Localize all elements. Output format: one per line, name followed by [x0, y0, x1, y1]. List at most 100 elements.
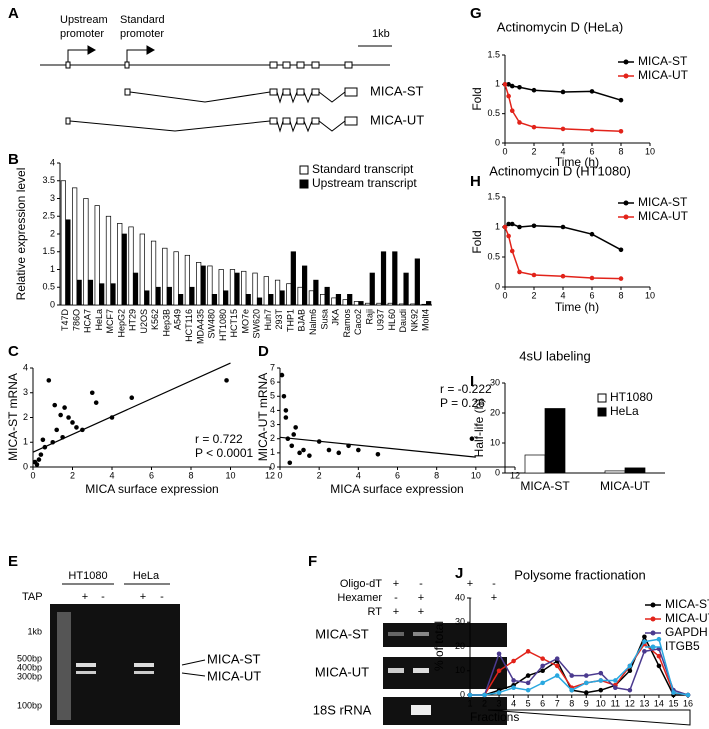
marker-label: 1kb — [27, 626, 42, 636]
point — [589, 89, 595, 94]
point — [469, 436, 475, 442]
point — [509, 108, 515, 114]
bar — [65, 219, 71, 306]
point — [326, 447, 332, 453]
x-axis-title: Time (h) — [555, 155, 599, 169]
point — [656, 636, 662, 642]
x-tick-label: 10 — [596, 698, 606, 708]
y-tick-label: 4 — [23, 362, 28, 372]
point — [618, 247, 624, 253]
x-tick-label: 2 — [531, 146, 536, 156]
x-tick-label: 6 — [589, 146, 594, 156]
x-tick-label: HCT116 — [184, 309, 194, 342]
y-axis-title: Fold — [470, 87, 484, 110]
point — [301, 447, 306, 453]
point — [554, 673, 560, 678]
bar — [414, 258, 420, 306]
bar — [297, 286, 303, 306]
y-tick-label: 1.5 — [42, 246, 55, 256]
y-tick-label: 10 — [490, 437, 500, 447]
x-tick-label: 12 — [625, 698, 635, 708]
point — [540, 680, 545, 686]
sample-label: HeLa — [133, 570, 160, 582]
bar — [207, 265, 213, 306]
bar — [342, 299, 348, 306]
y-tick-label: 1 — [270, 447, 275, 457]
bar — [241, 270, 247, 306]
point — [509, 221, 515, 227]
row-label: MICA-UT — [315, 664, 369, 679]
series-line — [504, 84, 622, 133]
x-tick-label: K562 — [150, 309, 160, 330]
bar — [252, 272, 258, 306]
y-tick-label: 3.5 — [42, 175, 55, 185]
y-tick-label: 0 — [495, 281, 500, 291]
y-tick-label: 4 — [50, 157, 55, 167]
x-tick-label: MICA-ST — [520, 479, 570, 493]
sign: - — [101, 591, 105, 603]
gel-image — [383, 623, 507, 725]
y-tick-label: 6 — [270, 377, 275, 387]
sign: - — [419, 578, 423, 590]
point — [496, 651, 502, 657]
legend-marker — [650, 644, 656, 650]
bar — [279, 290, 285, 306]
point — [583, 690, 589, 695]
legend-label: MICA-ST — [665, 597, 709, 611]
x-tick-label: 4 — [560, 290, 565, 300]
x-tick-label: HT29 — [128, 309, 138, 331]
x-tick-label: JKA — [331, 309, 341, 326]
bar — [99, 283, 105, 306]
transcript-label: MICA-UT — [370, 112, 424, 127]
panel-label: G — [470, 5, 482, 22]
marker-label: 300bp — [17, 671, 42, 681]
x-tick-label: 16 — [683, 698, 693, 708]
y-tick-label: 7 — [270, 362, 275, 372]
x-tick-label: 13 — [639, 698, 649, 708]
sign: + — [491, 592, 497, 604]
x-tick-label: U2OS — [139, 309, 149, 334]
x-tick-label: T47D — [60, 309, 70, 332]
bar — [94, 205, 100, 306]
x-tick-label: 8 — [618, 290, 623, 300]
x-tick-label: MDA435 — [195, 309, 205, 344]
x-tick-label: 8 — [188, 470, 193, 480]
point — [58, 412, 63, 418]
bar — [117, 223, 123, 306]
bar — [544, 408, 566, 474]
x-tick-label: 786O — [71, 309, 81, 331]
x-tick-label: HT1080 — [218, 309, 228, 341]
point — [506, 93, 511, 99]
y-tick-label: 0.5 — [487, 108, 500, 118]
point — [54, 427, 59, 433]
point — [32, 459, 38, 465]
point — [618, 128, 624, 134]
point — [283, 408, 289, 413]
x-tick-label: HCT15 — [229, 309, 239, 338]
x-tick-label: U937 — [376, 309, 386, 331]
legend-marker — [623, 73, 629, 79]
point — [62, 405, 67, 410]
bar — [105, 215, 112, 306]
legend-label: MICA-ST — [638, 195, 688, 209]
bar — [144, 290, 150, 306]
point — [613, 678, 618, 683]
bar — [110, 283, 116, 306]
point — [598, 687, 604, 693]
tap-label: TAP — [22, 591, 43, 603]
y-tick-label: 0 — [460, 689, 465, 699]
panel-label: F — [308, 553, 317, 570]
scale-label: 1kb — [372, 28, 390, 40]
x-tick-label: Huh7 — [263, 309, 273, 331]
x-tick-label: 6 — [149, 470, 154, 480]
band-label: MICA-ST — [207, 651, 261, 666]
y-tick-label: 10 — [455, 665, 465, 675]
promoter-label: Upstream — [60, 14, 108, 26]
marker-label: 100bp — [17, 700, 42, 710]
y-tick-label: 3 — [50, 193, 55, 203]
chart-title: Polysome fractionation — [514, 567, 646, 582]
bar — [189, 286, 195, 306]
x-tick-label: Susa — [319, 309, 329, 330]
